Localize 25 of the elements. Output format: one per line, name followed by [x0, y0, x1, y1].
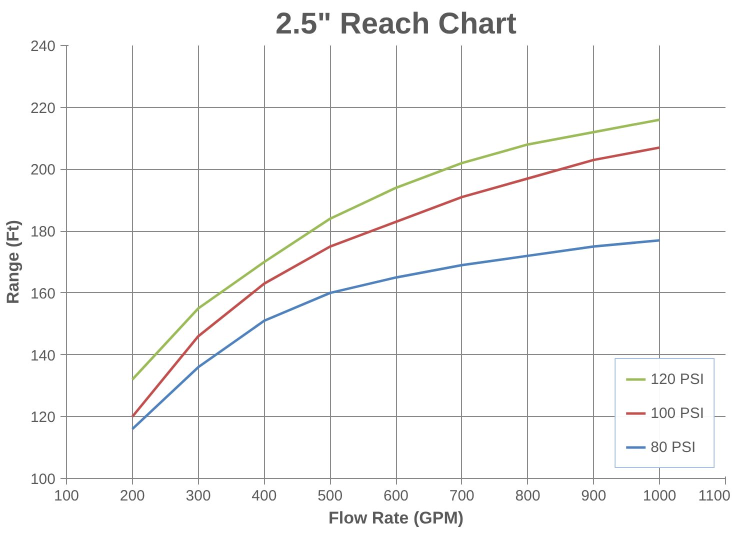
legend-label: 120 PSI — [650, 370, 704, 388]
x-axis-title: Flow Rate (GPM) — [328, 508, 464, 528]
y-tick-label: 120 — [30, 409, 56, 426]
y-tick-label: 140 — [30, 347, 56, 364]
x-tick-label: 500 — [318, 488, 343, 504]
x-tick-label: 1000 — [642, 488, 676, 504]
y-tick-label: 220 — [30, 100, 56, 117]
y-tick-label: 180 — [30, 224, 56, 241]
x-tick-label: 1100 — [698, 488, 731, 504]
x-tick-label: 700 — [449, 488, 474, 504]
legend-label: 100 PSI — [650, 404, 704, 422]
x-tick-label: 400 — [252, 488, 277, 504]
y-tick-label: 200 — [30, 162, 56, 179]
y-tick-label: 240 — [30, 38, 56, 55]
x-tick-label: 600 — [383, 488, 409, 504]
chart-title: 2.5" Reach Chart — [276, 8, 516, 40]
x-tick-label: 100 — [54, 488, 80, 504]
y-tick-label: 100 — [30, 471, 56, 488]
y-axis-title: Range (Ft) — [3, 220, 22, 304]
y-tick-label: 160 — [30, 285, 56, 302]
x-tick-label: 800 — [515, 488, 540, 504]
x-tick-label: 200 — [120, 488, 145, 504]
legend-label: 80 PSI — [650, 438, 696, 456]
x-tick-label: 300 — [186, 488, 211, 504]
x-tick-label: 900 — [581, 488, 606, 504]
